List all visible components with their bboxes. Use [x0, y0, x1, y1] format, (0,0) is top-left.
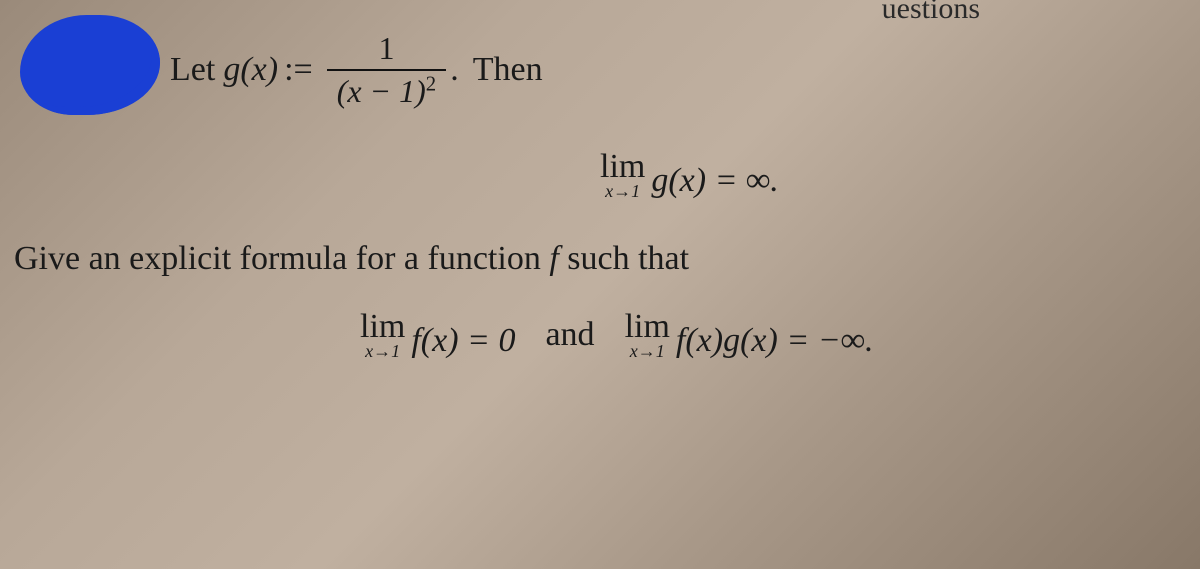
fraction-numerator: 1: [368, 30, 404, 69]
text-and: and: [545, 316, 594, 354]
lim-word-f: lim: [360, 310, 405, 344]
lim-subscript-fg: x→1: [630, 342, 665, 360]
lim-block-g: lim x→1: [600, 150, 645, 200]
lim-f-expr: f(x) = 0: [411, 322, 515, 360]
den-base: (x − 1): [337, 73, 426, 109]
fraction-denominator: (x − 1)2: [327, 69, 447, 110]
lim-g-expr: g(x) = ∞.: [651, 162, 778, 200]
blue-scribble-annotation: [20, 15, 160, 115]
lim-block-fg: lim x→1: [625, 310, 670, 360]
math-fraction: 1 (x − 1)2: [327, 30, 447, 110]
text-then: Then: [473, 51, 543, 89]
header-fragment: uestions: [882, 0, 980, 26]
instruction-line: Give an explicit formula for a function …: [14, 240, 689, 278]
period: .: [450, 51, 459, 89]
lim-word-fg: lim: [625, 310, 670, 344]
limit-g-line: lim x→1 g(x) = ∞.: [600, 150, 779, 200]
conditions-line: lim x→1 f(x) = 0 and lim x→1 f(x)g(x) = …: [360, 310, 873, 360]
instruction-text-a: Give an explicit formula for a function: [14, 240, 549, 277]
lim-word: lim: [600, 150, 645, 184]
text-let: Let: [170, 51, 215, 89]
lim-block-f: lim x→1: [360, 310, 405, 360]
lim-subscript-f: x→1: [365, 342, 400, 360]
den-exponent: 2: [426, 72, 436, 95]
lim-fg-expr: f(x)g(x) = −∞.: [676, 322, 874, 360]
lim-subscript: x→1: [605, 182, 640, 200]
math-assign: :=: [284, 51, 313, 89]
instruction-text-b: such that: [559, 240, 689, 277]
math-g-of-x: g(x): [223, 51, 278, 89]
definition-line: Let g(x) := 1 (x − 1)2 . Then: [170, 30, 543, 110]
math-f: f: [549, 240, 558, 277]
page-root: uestions Let g(x) := 1 (x − 1)2 . Then l…: [0, 0, 1200, 569]
